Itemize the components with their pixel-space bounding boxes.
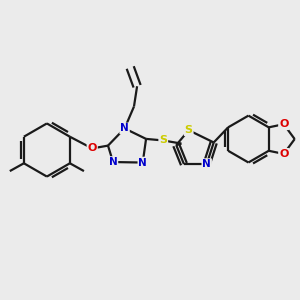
Text: O: O [279, 119, 288, 129]
Text: N: N [202, 159, 211, 169]
Text: S: S [185, 125, 193, 135]
Text: N: N [109, 157, 117, 167]
Text: O: O [88, 143, 97, 153]
Text: S: S [159, 136, 167, 146]
Text: N: N [138, 158, 147, 167]
Text: N: N [120, 123, 129, 134]
Text: O: O [279, 149, 288, 159]
